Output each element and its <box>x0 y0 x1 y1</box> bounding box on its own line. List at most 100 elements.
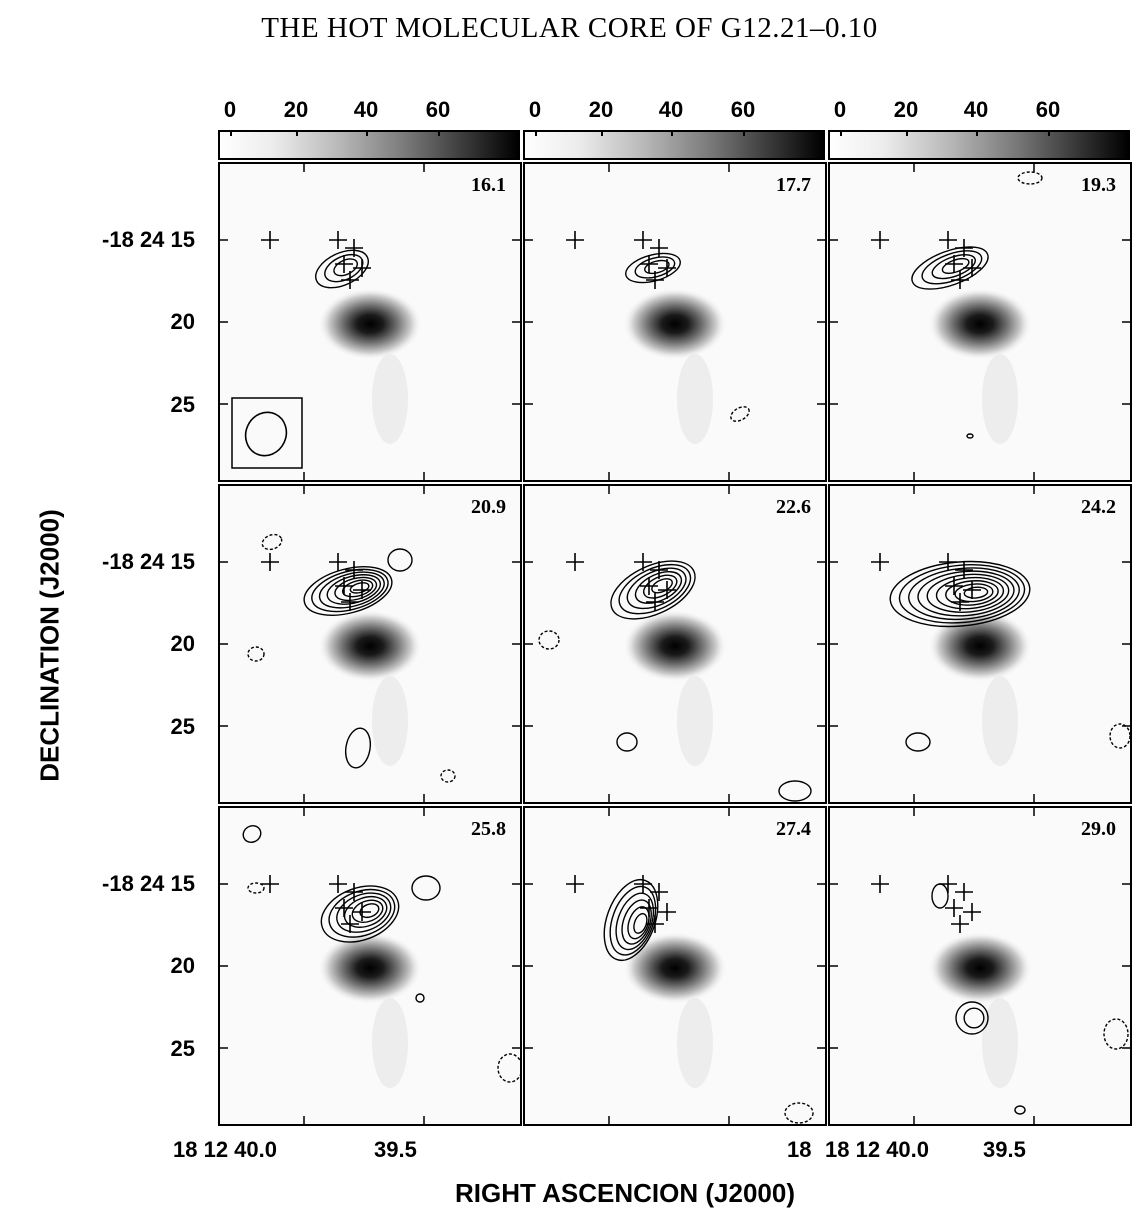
x-tick-label-right-2: 39.5 <box>983 1137 1026 1162</box>
continuum-emission-blob <box>623 610 727 682</box>
continuum-emission-tail <box>677 676 713 766</box>
negative-contour <box>1103 1018 1129 1050</box>
source-position-marker <box>871 875 889 893</box>
source-position-marker <box>650 883 668 901</box>
emission-contour <box>1014 1105 1026 1115</box>
continuum-emission-blob <box>318 288 422 360</box>
velocity-label: 27.4 <box>776 818 811 840</box>
velocity-label: 24.2 <box>1081 496 1116 518</box>
emission-contour <box>778 780 812 802</box>
source-position-marker <box>341 915 359 933</box>
colorbar-tick-mark <box>296 130 298 136</box>
colorbar-2 <box>523 130 825 160</box>
emission-contour <box>324 253 364 283</box>
emission-contour <box>242 825 262 843</box>
source-position-marker <box>658 903 676 921</box>
velocity-label: 17.7 <box>776 174 811 196</box>
emission-contour <box>941 257 970 274</box>
emission-contour <box>333 258 358 277</box>
channel-map-panel: 20.9 <box>218 484 522 804</box>
source-position-marker <box>566 875 584 893</box>
colorbar-1-tick-label: 60 <box>425 97 451 122</box>
emission-contour <box>889 560 1031 628</box>
source-position-marker <box>951 915 969 933</box>
emission-contour <box>610 560 696 620</box>
colorbar-tick-mark <box>840 130 842 136</box>
y-tick-label-r1-1: -18 24 15 <box>102 227 195 252</box>
channel-map-image <box>220 486 520 802</box>
continuum-emission-blob <box>318 610 422 682</box>
emission-contour <box>921 250 983 285</box>
source-position-marker <box>566 553 584 571</box>
continuum-emission-tail <box>982 354 1018 444</box>
continuum-emission-blob <box>623 288 727 360</box>
source-position-marker <box>963 903 981 921</box>
emission-contour <box>616 732 638 752</box>
y-tick-label-r2-2: 20 <box>170 631 195 656</box>
emission-contour <box>644 259 670 275</box>
y-tick-label-r1-2: 20 <box>170 309 195 334</box>
source-position-marker <box>646 271 664 289</box>
continuum-emission-blob <box>928 610 1032 682</box>
colorbar-tick-mark <box>906 130 908 136</box>
source-position-marker <box>566 231 584 249</box>
channel-map-image <box>525 164 825 480</box>
emission-contour <box>311 568 389 613</box>
colorbar-3-tick-label: 60 <box>1035 97 1061 122</box>
emission-contour <box>387 548 413 572</box>
channel-map-image <box>830 164 1130 480</box>
emission-contour <box>963 586 989 599</box>
emission-contour <box>966 433 974 439</box>
velocity-label: 29.0 <box>1081 818 1116 840</box>
emission-contour <box>911 246 989 290</box>
x-tick-label-mid: 18 <box>787 1137 812 1162</box>
emission-contour <box>334 576 378 602</box>
negative-contour <box>730 406 750 422</box>
emission-contour <box>326 574 382 605</box>
source-position-marker <box>634 231 652 249</box>
channel-map-panel: 17.7 <box>523 162 827 482</box>
source-position-marker <box>939 231 957 249</box>
colorbar-2-tick-label: 0 <box>528 97 542 122</box>
emission-contour <box>618 563 692 615</box>
continuum-emission-blob <box>928 932 1032 1004</box>
continuum-emission-tail <box>372 676 408 766</box>
emission-contour <box>963 1007 985 1029</box>
continuum-emission-tail <box>372 354 408 444</box>
colorbar-1-tick-label: 40 <box>353 97 379 122</box>
source-position-marker <box>335 899 353 917</box>
colorbar-3 <box>828 130 1130 160</box>
colorbar-tick-mark <box>230 130 232 136</box>
emission-contour <box>627 906 650 940</box>
source-position-marker <box>955 561 973 579</box>
emission-contour <box>415 993 425 1003</box>
channel-map-panel: 19.3 <box>828 162 1132 482</box>
source-position-marker <box>353 581 371 599</box>
emission-contour <box>926 573 1010 613</box>
source-position-marker <box>945 899 963 917</box>
negative-contour <box>1017 171 1043 185</box>
beam-ellipse <box>244 411 288 457</box>
colorbar-tick-mark <box>535 130 537 136</box>
channel-map-panel: 25.8 <box>218 806 522 1126</box>
emission-contour <box>328 888 396 938</box>
colorbar-tick-mark <box>601 130 603 136</box>
beam-box <box>231 397 303 469</box>
emission-contour <box>359 903 380 919</box>
emission-contour <box>336 892 392 933</box>
y-tick-label-r3-3: 25 <box>170 1036 195 1061</box>
negative-contour <box>1109 723 1130 749</box>
emission-contour <box>954 583 994 603</box>
emission-contour <box>343 895 388 928</box>
emission-contour <box>633 912 648 934</box>
channel-map-image <box>525 486 825 802</box>
source-position-marker <box>634 875 652 893</box>
channel-map-image <box>525 808 825 1124</box>
emission-contour <box>955 1001 989 1035</box>
colorbar-tick-mark <box>743 130 745 136</box>
colorbar-tick-mark <box>1048 130 1050 136</box>
emission-contour <box>626 567 687 610</box>
channel-map-image <box>830 486 1130 802</box>
emission-contour <box>625 252 681 284</box>
colorbar-1-tick-label: 20 <box>283 97 309 122</box>
